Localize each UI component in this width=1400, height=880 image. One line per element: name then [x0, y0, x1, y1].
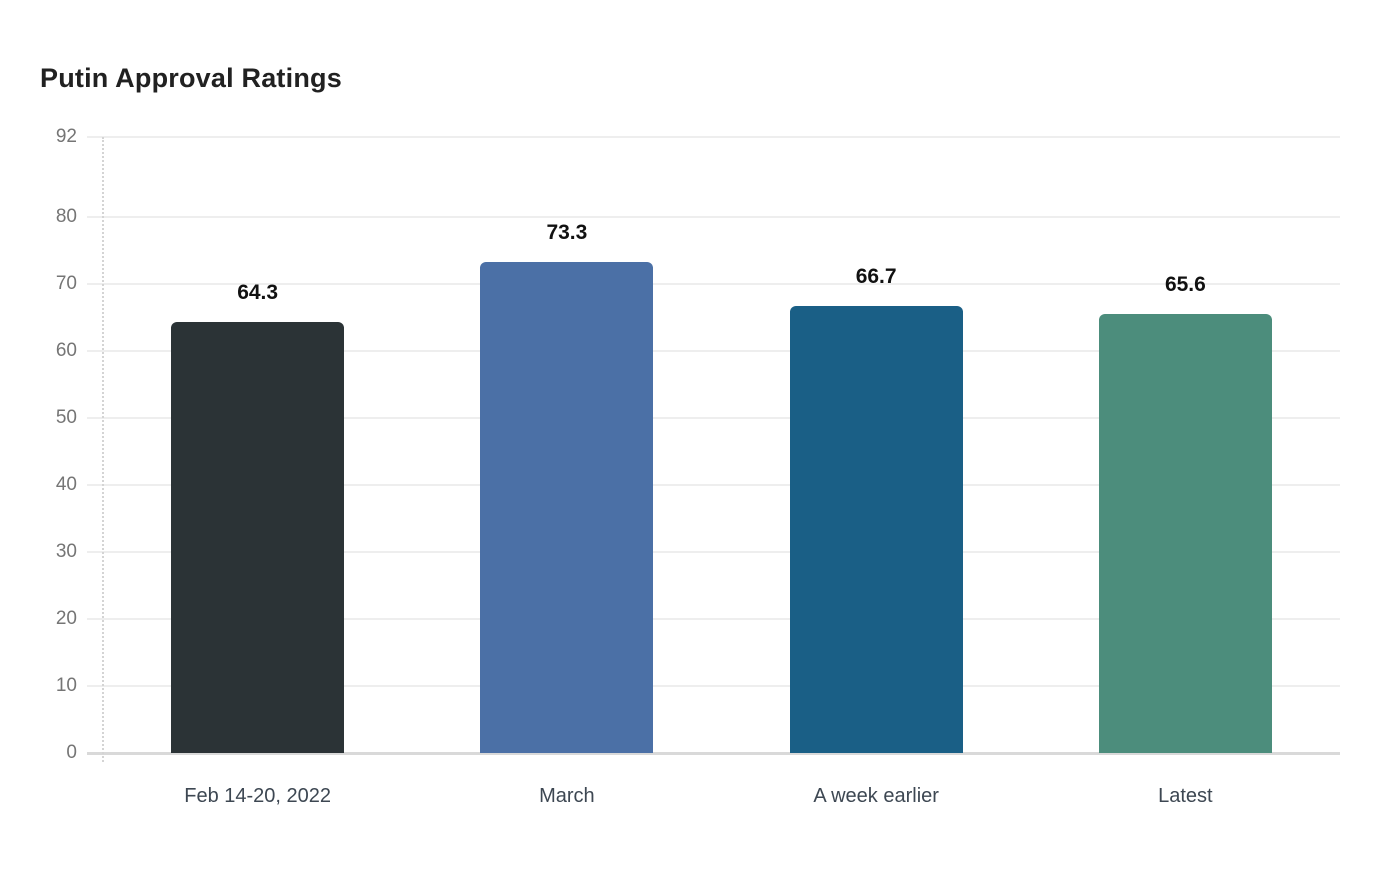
- gridline: [87, 350, 1340, 353]
- bar-value-label: 73.3: [546, 221, 588, 245]
- bar-2: [480, 262, 654, 753]
- bar-value-label: 66.7: [855, 265, 897, 289]
- gridline: [87, 551, 1340, 554]
- bar-value-label: 64.3: [237, 281, 279, 305]
- x-axis-category-label: Latest: [1158, 785, 1213, 807]
- y-axis-tick-label: 0: [66, 742, 77, 763]
- gridline: [87, 417, 1340, 420]
- bar-3: [789, 306, 963, 753]
- y-axis-tick-label: 20: [55, 608, 77, 630]
- x-axis-category-label: A week earlier: [813, 785, 939, 807]
- bar-4: [1098, 313, 1272, 753]
- bar-1: [171, 322, 345, 753]
- gridline: [87, 618, 1340, 621]
- bar-value-label: 65.6: [1164, 272, 1206, 296]
- y-axis-tick-label: 80: [55, 206, 77, 228]
- gridline: [87, 136, 1340, 138]
- x-axis-category-label: Feb 14-20, 2022: [184, 785, 332, 807]
- y-axis-tick-label: 40: [55, 474, 77, 496]
- y-axis-tick-label: 60: [55, 340, 77, 362]
- gridline: [87, 685, 1340, 688]
- y-axis-tick-label: 92: [55, 126, 77, 147]
- y-axis-tick-label: 50: [55, 407, 77, 429]
- y-axis-tick-label: 30: [55, 541, 77, 563]
- x-axis-category-label: March: [539, 785, 595, 807]
- chart-title: Putin Approval Ratings: [40, 63, 342, 93]
- gridline: [87, 283, 1340, 286]
- y-axis-tick-label: 10: [55, 675, 77, 697]
- y-axis-tick-label: 70: [55, 273, 77, 295]
- gridline: [87, 484, 1340, 487]
- gridline: [87, 752, 1340, 755]
- gridline: [87, 216, 1340, 219]
- y-axis-line: [102, 137, 104, 762]
